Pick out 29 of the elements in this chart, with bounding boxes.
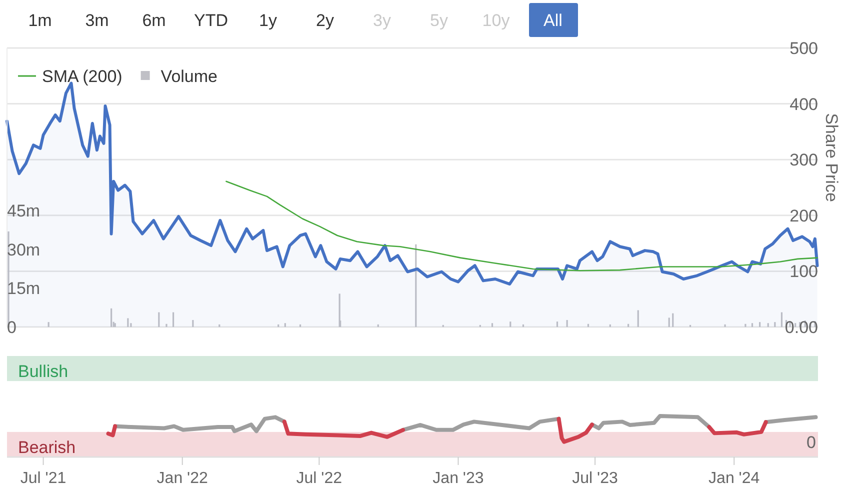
legend-label: SMA (200) — [42, 66, 122, 86]
y2-tick-label: 30m — [7, 240, 40, 260]
x-tick-label: Jul '23 — [572, 470, 618, 486]
annotation: 0 — [806, 433, 816, 452]
text: 1y — [259, 11, 278, 30]
y2-tick-label: 15m — [7, 279, 40, 298]
x-tick-label: Jul '21 — [20, 470, 66, 486]
y-axis-title: Share Price — [822, 113, 841, 202]
band-label: Bearish — [18, 438, 76, 457]
y2-tick-label: 45m — [7, 202, 40, 221]
y2-tick-label: 0 — [7, 318, 16, 337]
text: YTD — [194, 11, 228, 30]
y-tick-label: 200 — [790, 206, 818, 226]
y-tick-label: 300 — [790, 150, 818, 170]
x-tick-label: Jan '23 — [432, 470, 484, 486]
text: 1m — [28, 11, 52, 30]
x-tick-label: Jul '22 — [296, 470, 342, 486]
text: 3m — [85, 11, 109, 30]
y-tick-label: 100 — [790, 262, 818, 282]
legend-label: Volume — [160, 66, 218, 86]
y-tick-label: 400 — [790, 94, 818, 114]
y-tick-label: 500 — [790, 38, 818, 58]
text: 2y — [316, 11, 334, 30]
y-tick-label: 0.00 — [784, 318, 818, 337]
band-label: Bullish — [18, 362, 68, 382]
x-tick-label: Jan '24 — [708, 470, 760, 486]
text: 6m — [142, 11, 166, 30]
x-tick-label: Jan '22 — [156, 470, 208, 486]
text: All — [544, 11, 562, 30]
